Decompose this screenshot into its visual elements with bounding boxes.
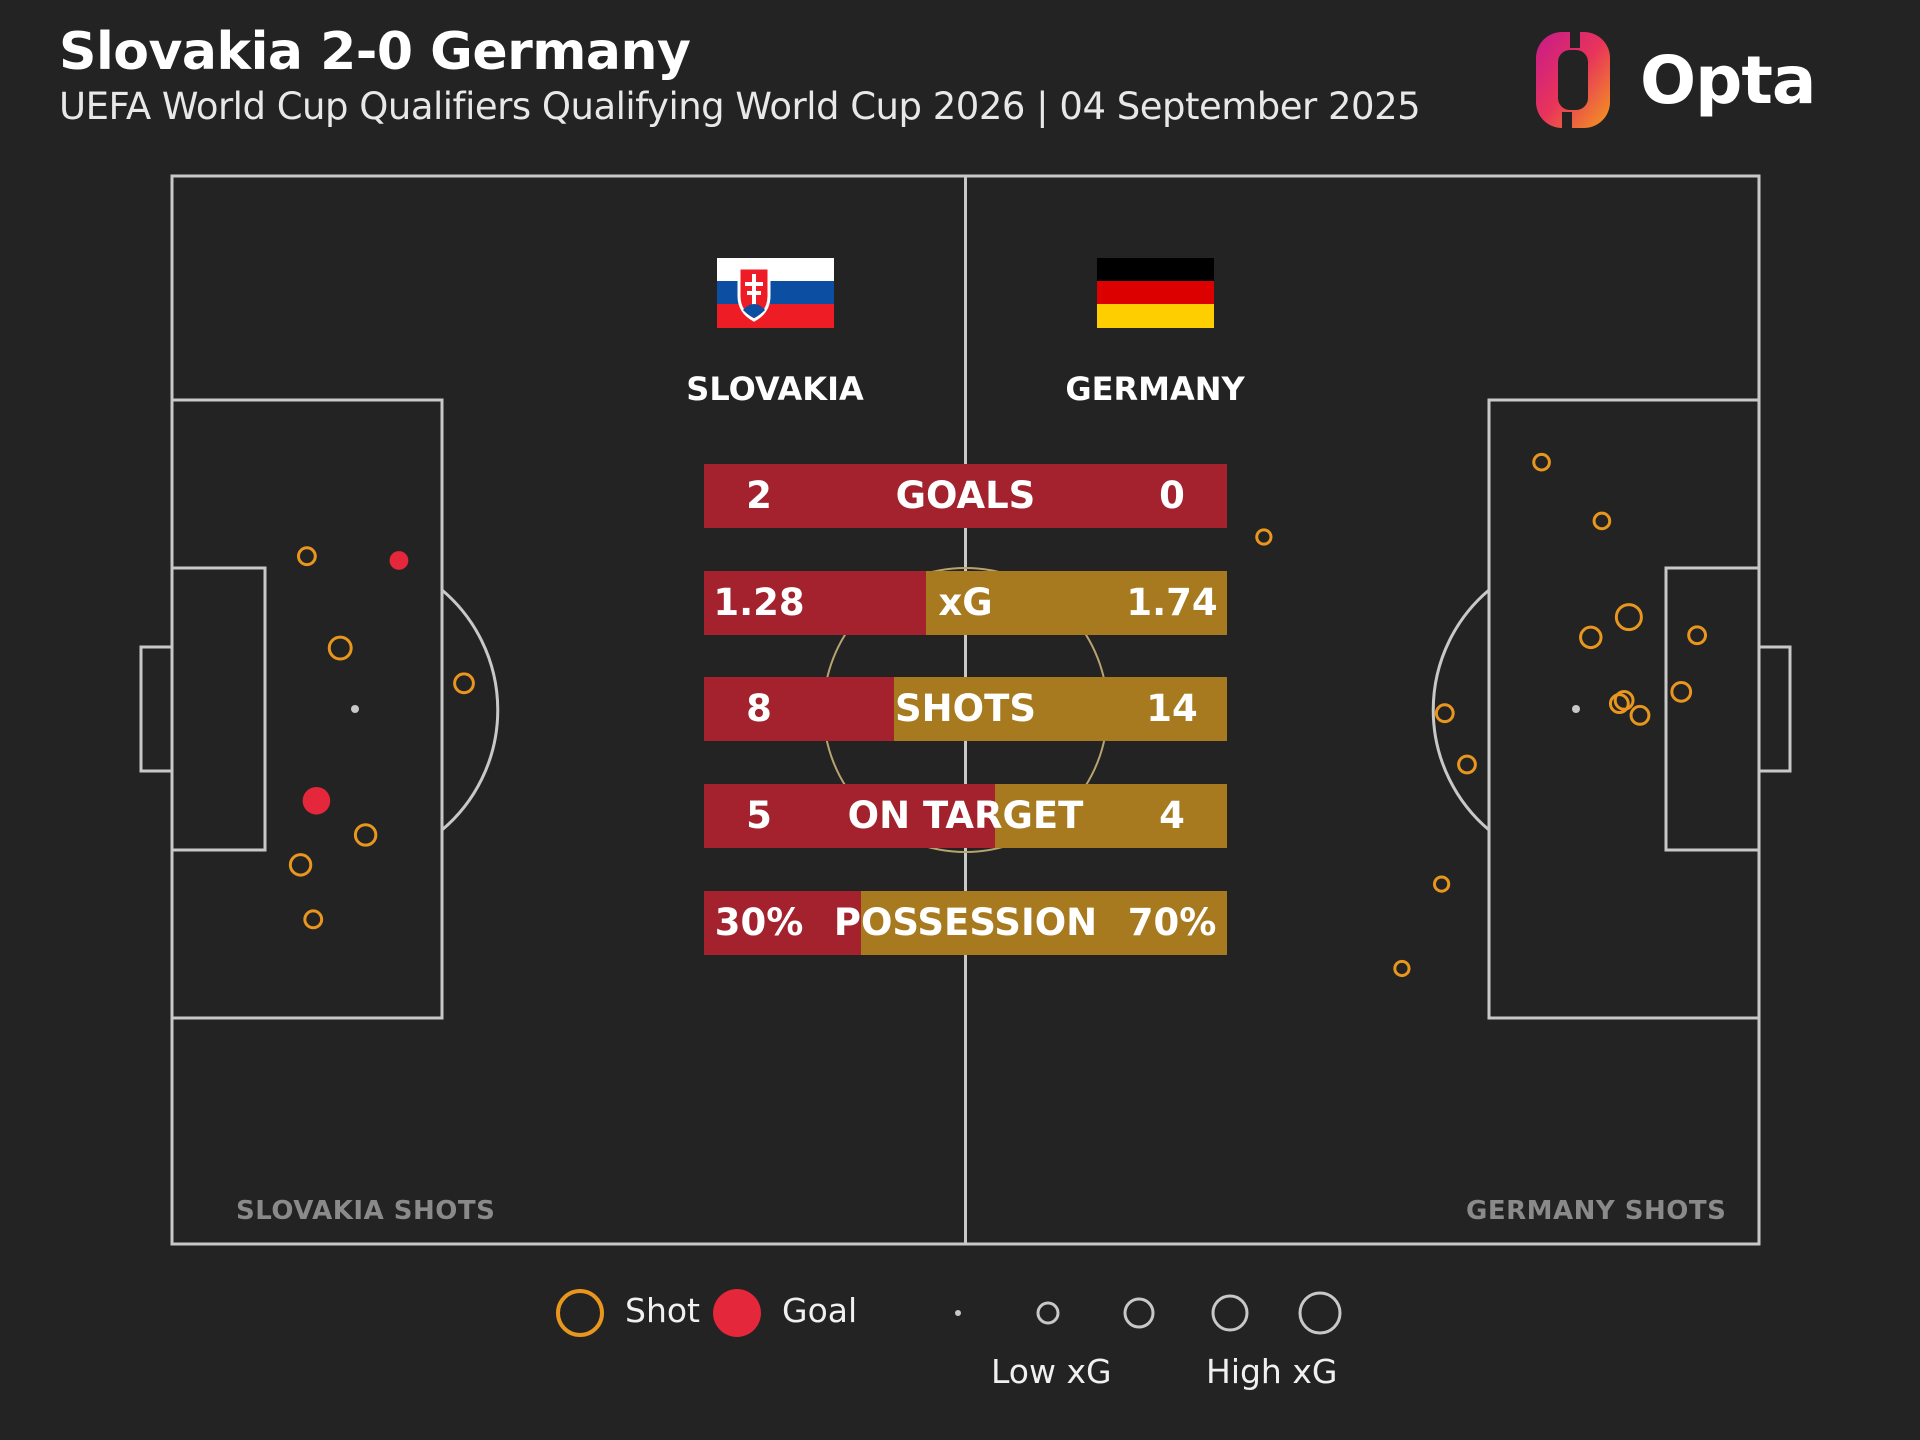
home-six-yard-box	[170, 566, 267, 852]
stat-value-home: 5	[746, 794, 772, 837]
away-six-yard-box	[1664, 566, 1761, 852]
away-shot-marker-10	[1670, 680, 1693, 703]
legend-size-marker-1	[955, 1310, 961, 1316]
away-shot-marker-1	[1255, 528, 1273, 546]
away-shots-label: GERMANY SHOTS	[1466, 1196, 1727, 1226]
stat-label: ON TARGET	[847, 794, 1084, 837]
away-penalty-arc	[1431, 588, 1490, 832]
home-shot-marker-5	[302, 786, 331, 815]
home-team-name: SLOVAKIA	[686, 370, 864, 408]
stat-bar-home	[704, 677, 894, 741]
stat-bar-away	[926, 571, 1227, 635]
stat-row-possession: 30% POSSESSION 70%	[704, 891, 1227, 955]
away-penalty-spot	[1572, 705, 1580, 713]
legend	[556, 1289, 1342, 1337]
germany-flag-icon	[1097, 258, 1214, 328]
stat-label: xG	[938, 581, 993, 624]
opta-brand-text: Opta	[1640, 42, 1816, 119]
away-shot-marker-6	[1687, 625, 1708, 646]
away-shot-marker-14	[1393, 959, 1411, 978]
away-shot-marker-9	[1629, 704, 1651, 726]
stat-bar-home	[704, 784, 995, 848]
legend-shot-icon	[556, 1289, 604, 1337]
stat-label: POSSESSION	[833, 901, 1098, 944]
away-team-name: GERMANY	[1065, 370, 1245, 408]
home-goal	[139, 645, 174, 773]
legend-high-xg-label: High xG	[1206, 1352, 1338, 1391]
chart-subtitle: UEFA World Cup Qualifiers Qualifying Wor…	[59, 85, 1421, 128]
away-shot-marker-4	[1614, 603, 1643, 632]
legend-shot-label: Shot	[625, 1291, 700, 1330]
legend-size-marker-2	[1036, 1301, 1060, 1325]
home-shot-marker-4	[453, 672, 475, 695]
away-shot-marker-8	[1613, 689, 1635, 711]
away-goal	[1757, 645, 1792, 773]
home-shot-marker-3	[327, 635, 353, 661]
away-shot-marker-5	[1579, 625, 1603, 650]
legend-size-scale	[955, 1291, 1342, 1335]
legend-size-marker-5	[1298, 1291, 1342, 1335]
home-shot-marker-2	[389, 551, 409, 570]
away-shot-marker-13	[1432, 875, 1451, 893]
away-shot-marker-11	[1434, 703, 1455, 724]
stat-value-home: 2	[746, 474, 772, 517]
home-shot-marker-8	[303, 909, 324, 930]
home-penalty-spot	[351, 705, 359, 713]
stat-bar-away	[861, 891, 1227, 955]
stat-value-away: 1.74	[1126, 581, 1218, 624]
stat-label: SHOTS	[895, 687, 1036, 730]
chart-title: Slovakia 2-0 Germany	[59, 22, 691, 82]
home-shots-label: SLOVAKIA SHOTS	[236, 1196, 496, 1226]
home-penalty-arc	[441, 588, 500, 832]
legend-goal-icon	[713, 1289, 761, 1337]
stat-value-away: 0	[1159, 474, 1185, 517]
stat-bar-home	[704, 571, 926, 635]
stat-row-xg: 1.28 xG 1.74	[704, 571, 1227, 635]
stat-bar-away	[995, 784, 1227, 848]
away-shot-marker-3	[1592, 511, 1612, 531]
stat-value-away: 14	[1146, 687, 1198, 730]
legend-size-marker-4	[1211, 1294, 1249, 1332]
stat-bar-home	[704, 891, 861, 955]
away-shot-marker-12	[1457, 754, 1477, 775]
stat-bar-away	[894, 677, 1227, 741]
legend-low-xg-label: Low xG	[991, 1352, 1112, 1391]
stat-value-home: 30%	[714, 901, 804, 944]
stat-row-shots: 8 SHOTS 14	[704, 677, 1227, 741]
home-shot-marker-6	[353, 823, 378, 847]
stat-bar-home	[704, 464, 1227, 528]
home-shot-marker-1	[296, 546, 317, 567]
stat-value-home: 1.28	[713, 581, 805, 624]
slovakia-flag-icon	[717, 258, 834, 328]
shots-layer	[288, 452, 1708, 978]
stat-value-home: 8	[746, 687, 772, 730]
stat-label: GOALS	[895, 474, 1036, 517]
legend-size-marker-3	[1123, 1297, 1155, 1329]
stat-value-away: 4	[1159, 794, 1185, 837]
opta-logo-icon	[1536, 26, 1610, 136]
home-shot-marker-7	[288, 853, 313, 877]
stat-value-away: 70%	[1127, 901, 1217, 944]
legend-goal-label: Goal	[782, 1291, 858, 1330]
stat-row-goals: 2 GOALS 0	[704, 464, 1227, 528]
away-shot-marker-2	[1532, 452, 1551, 472]
stat-row-on-target: 5 ON TARGET 4	[704, 784, 1227, 848]
